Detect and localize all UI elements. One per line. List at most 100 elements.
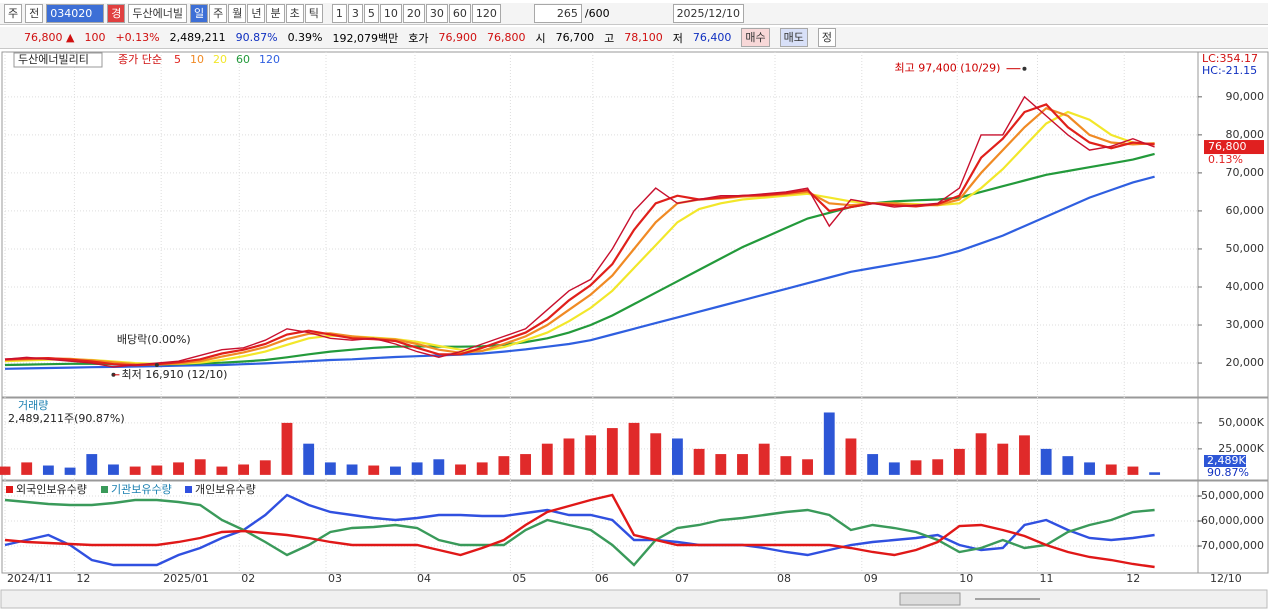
period[interactable]: 일 [189,4,209,23]
period[interactable]: 분 [266,4,285,23]
legend-swatch [6,486,13,493]
rate: +0.13% [115,31,160,44]
quote-bar: 76,800 ▲ 100 +0.13% 2,489,211 90.87% 0.3… [0,27,1268,49]
volume-bar [0,466,11,475]
series-line [4,498,1155,567]
interval[interactable]: 60 [448,4,471,23]
period[interactable]: 초 [285,4,304,23]
interval[interactable]: 30 [425,4,448,23]
volume-subtitle: 2,489,211주(90.87%) [8,412,125,425]
turnover: 0.39% [287,31,323,44]
date[interactable]: 2025/12/10 [672,4,744,23]
low: 76,400 [692,31,732,44]
legend-prefix: 종가 단순 [118,53,162,66]
volume-bar [520,454,532,475]
series-line [4,110,1155,365]
volume-bar [932,459,944,475]
series-line [4,493,1155,567]
interval[interactable]: 120 [471,4,501,23]
volume-bar [108,464,119,475]
buy[interactable]: 매수 [741,28,770,47]
volume-bar [1149,472,1161,475]
interval[interactable]: 20 [402,4,425,23]
legend-entry: 기관보유수량 [111,483,172,496]
y-tick-label: 60,000 [1226,204,1265,217]
period[interactable]: 월 [228,4,247,23]
volume-bar [650,433,662,475]
fix[interactable]: 정 [817,28,836,47]
volume: 2,489,211 [169,31,226,44]
y-tick-label: -50,000,000 [1197,489,1264,502]
period[interactable]: 년 [247,4,266,23]
x-end-label: 12/10 [1210,572,1242,585]
period[interactable]: 주 [209,4,228,23]
interval[interactable]: 1 [331,4,347,23]
scroll-bar[interactable] [0,589,1268,609]
volume-bar [303,443,315,475]
hc-label: HC:-21.15 [1202,64,1257,77]
volume-bar [693,448,705,475]
bid: 76,800 [487,31,526,44]
volume-bar [390,466,401,475]
x-tick-label: 03 [328,572,342,585]
last-volume-rate: 90.87% [1207,466,1249,479]
x-tick-label: 12 [1126,572,1140,585]
intervals: 1 3 5 10 20 30 60 120 [331,4,501,23]
volume-bar [1040,448,1052,475]
interval[interactable]: 5 [363,4,379,23]
volume-bar [1105,464,1117,475]
volume-bar [780,456,792,475]
series-line [4,175,1155,370]
x-tick-label: 07 [675,572,689,585]
pane-frame [1,51,1269,399]
y-tick-label: 20,000 [1226,356,1265,369]
y-tick-label: 30,000 [1226,318,1265,331]
volume-bar [563,438,575,475]
last-volume: 2,489K [1207,454,1246,467]
volume-bar [888,462,900,475]
title-box [13,52,103,68]
interval[interactable]: 10 [379,4,402,23]
volume-bar [585,435,597,475]
y-tick-label: -60,000,000 [1197,514,1264,527]
volume-bar [671,438,683,475]
y-tick-label: 80,000 [1226,128,1265,141]
sell[interactable]: 매도 [779,28,808,47]
open: 76,700 [555,31,595,44]
code[interactable]: 034020 [46,4,105,23]
y-tick-label: 70,000 [1226,166,1265,179]
prev[interactable]: 전 [25,4,44,23]
annotation-point [154,362,159,367]
high: 78,100 [624,31,663,44]
annotation-point [1022,66,1027,71]
volume-bar [737,454,748,475]
x-tick-label: 02 [241,572,255,585]
volume-bar [151,465,163,475]
interval[interactable]: 3 [347,4,363,23]
volume-bar [498,456,510,475]
nav-buttons[interactable] [899,592,961,606]
y-tick-label: 50,000 [1226,242,1265,255]
volume-bar [216,466,228,475]
last-volume-box [1204,455,1246,467]
market[interactable]: 주 [4,4,23,23]
lc-label: LC:354.17 [1202,52,1258,65]
stock-name[interactable]: 두산에너빌 [128,4,187,23]
volume-bar [346,464,358,475]
x-tick-label: 2025/01 [163,572,209,585]
x-tick-label: 04 [417,572,431,585]
volume-title: 거래량 [18,399,48,412]
max: /600 [584,7,610,20]
volume-rate: 90.87% [235,31,278,44]
period[interactable]: 틱 [304,4,323,23]
volume-bar [368,465,380,475]
legend-swatch [185,486,192,493]
x-tick-label: 09 [864,572,878,585]
count[interactable]: 265 [533,4,582,23]
y-tick-label: 50,000K [1218,416,1264,429]
last-price-box [1204,140,1264,155]
x-tick-label: 06 [595,572,609,585]
volume-bar [455,464,466,475]
